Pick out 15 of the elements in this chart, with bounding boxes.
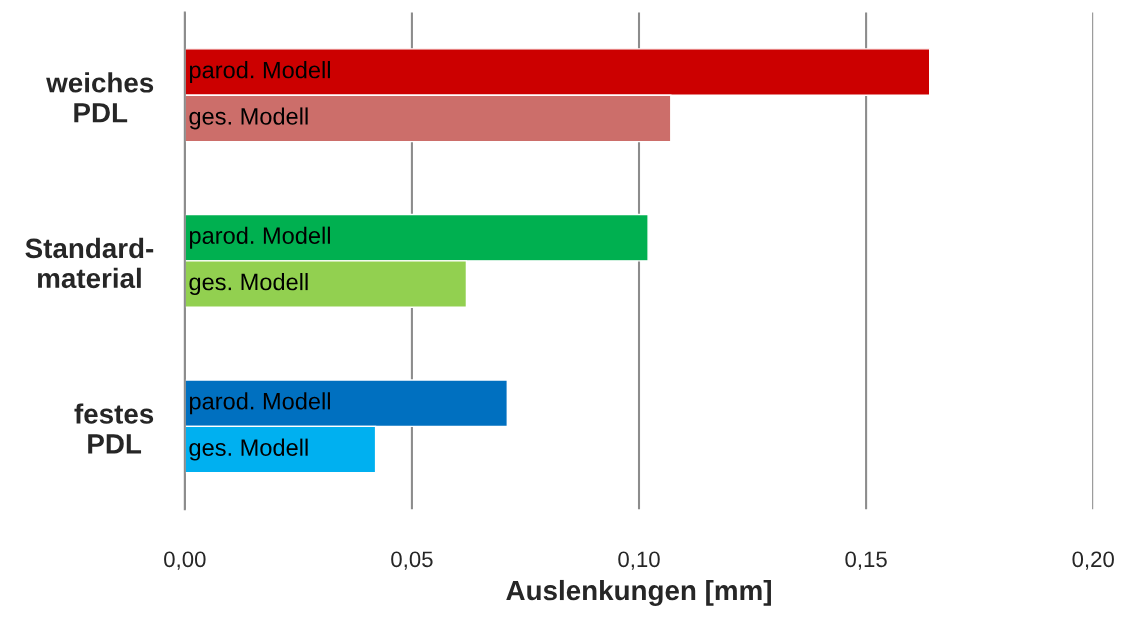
text: parod. Modell <box>189 226 330 249</box>
text: ges. Modell <box>189 273 308 296</box>
y-tick-label: Standard- material <box>25 237 154 289</box>
x-tick-label: 0,20 <box>1072 551 1114 570</box>
y-tick-label: weiches PDL <box>46 72 154 123</box>
x-tick-label: 0,15 <box>845 551 887 570</box>
text: parod. Modell <box>189 392 330 415</box>
text: ges. Modell <box>189 438 308 461</box>
x-axis-title: Auslenkungen [mm] <box>506 579 771 606</box>
y-tick-label: festes PDL <box>74 403 154 454</box>
x-tick-label: 0,00 <box>164 551 206 570</box>
x-tick-label: 0,05 <box>391 551 433 570</box>
x-tick-label: 0,10 <box>618 551 660 570</box>
series-label: ges. Modell <box>189 107 308 130</box>
series-label: parod. Modell <box>189 61 330 84</box>
